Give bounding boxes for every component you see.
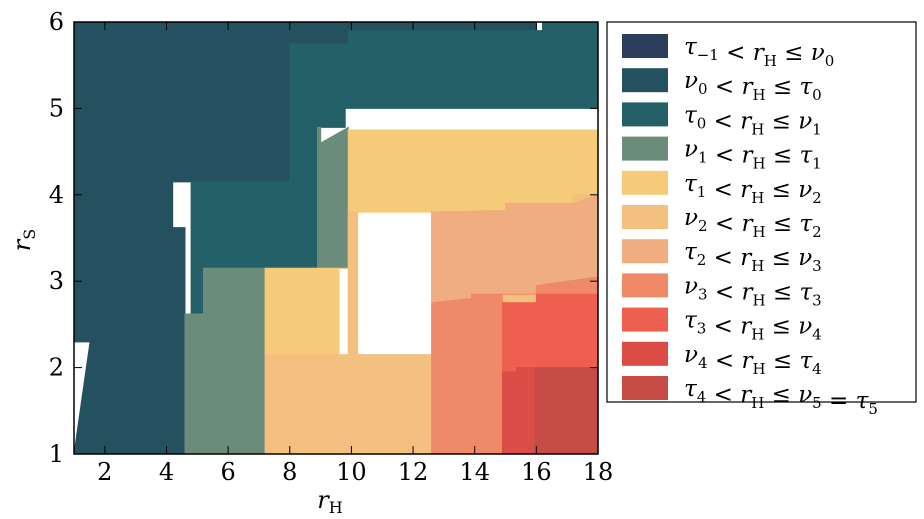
legend-swatch-9 [622, 341, 668, 366]
plot-regions [74, 22, 598, 454]
legend-swatch-10 [622, 376, 668, 400]
region-10-10 [534, 367, 598, 454]
y-tick-label-3: 3 [49, 267, 64, 295]
x-tick-label-2: 2 [97, 458, 112, 486]
legend-swatch-1 [622, 68, 668, 93]
x-tick-label-10: 10 [336, 458, 367, 486]
y-axis-label: rS [8, 229, 39, 251]
legend-swatch-2 [622, 102, 668, 127]
x-tick-label-8: 8 [282, 458, 297, 486]
legend-label-1: ν0 < rH ≤ τ0 [684, 68, 822, 104]
legend-swatch-6 [622, 239, 668, 264]
x-tick-label-12: 12 [398, 458, 429, 486]
y-tick-label-1: 1 [49, 440, 64, 468]
legend-swatch-0 [622, 34, 668, 58]
x-tick-label-6: 6 [220, 458, 235, 486]
legend-swatch-3 [622, 136, 668, 161]
legend-label-9: ν4 < rH ≤ τ4 [684, 342, 822, 378]
legend-label-7: ν3 < rH ≤ τ3 [684, 273, 822, 309]
region-9-9 [501, 367, 536, 454]
x-axis-label: rH [317, 486, 342, 517]
legend-swatch-8 [622, 307, 668, 332]
legend-swatch-7 [622, 273, 668, 298]
legend-label-8: τ3 < rH ≤ ν4 [684, 308, 822, 344]
legend-swatch-5 [622, 205, 668, 229]
legend-label-4: τ1 < rH ≤ ν2 [684, 171, 822, 207]
x-axis-label-sub: H [329, 498, 343, 517]
x-tick-label-16: 16 [521, 458, 552, 486]
legend-label-3: ν1 < rH ≤ τ1 [684, 137, 822, 173]
x-axis-label-main: r [317, 486, 330, 514]
y-tick-label-2: 2 [49, 354, 64, 382]
legend-label-0: τ−1 < rH ≤ ν0 [684, 34, 834, 70]
legend-swatch-4 [622, 170, 668, 195]
legend-label-5: ν2 < rH ≤ τ2 [684, 205, 822, 241]
legend-label-6: τ2 < rH ≤ ν3 [684, 239, 822, 275]
x-tick-label-4: 4 [159, 458, 174, 486]
legend-label-10: τ4 < rH ≤ ν5 = τ5 [684, 376, 878, 418]
y-axis-label-main: r [8, 238, 36, 251]
x-tick-label-14: 14 [459, 458, 490, 486]
y-tick-label-5: 5 [49, 94, 64, 122]
plot-frame [73, 21, 599, 455]
x-tick-label-18: 18 [583, 458, 614, 486]
region-8-8 [501, 293, 598, 373]
legend-label-2: τ0 < rH ≤ ν1 [684, 102, 822, 138]
y-axis-label-sub: S [20, 229, 39, 240]
y-tick-label-4: 4 [49, 181, 64, 209]
y-tick-label-6: 6 [49, 8, 64, 36]
